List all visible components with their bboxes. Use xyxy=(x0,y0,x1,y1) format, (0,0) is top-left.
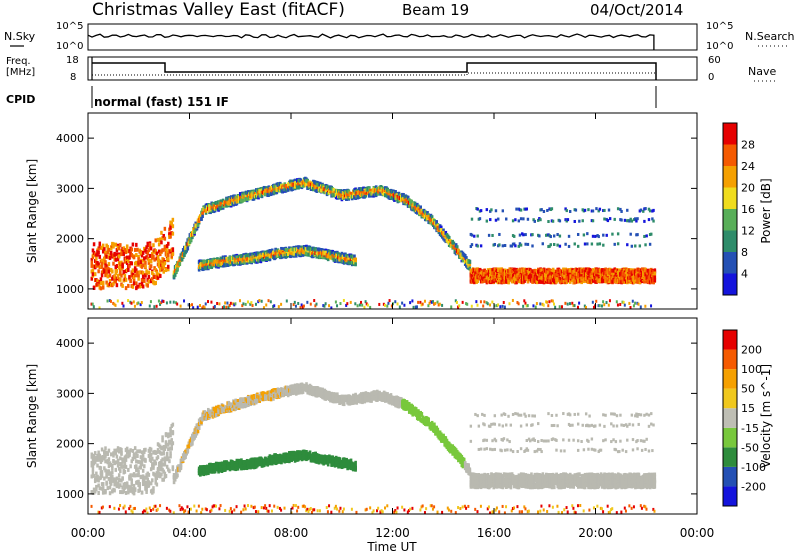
power-colorbar-label: Power [dB] xyxy=(759,178,773,243)
colorbar-tick-label: 4 xyxy=(741,268,748,281)
colorbar-tick-label: 200 xyxy=(741,344,762,357)
colorbar-tick-label: 15 xyxy=(741,402,755,415)
noise-left-tick-top: 10^5 xyxy=(56,21,83,32)
colorbar-tick-label: -50 xyxy=(741,441,759,454)
colorbar-swatch xyxy=(723,209,737,231)
colorbar-swatch xyxy=(723,252,737,274)
noise-right-tick-top: 10^5 xyxy=(706,21,733,32)
colorbar-tick-label: 12 xyxy=(741,225,755,238)
colorbar-tick-label: -15 xyxy=(741,422,759,435)
colorbar-swatch xyxy=(723,273,737,295)
power-y-axis: 1000 2000 3000 4000 xyxy=(56,132,697,296)
freq-tick-top: 18 xyxy=(66,55,79,66)
frequency-panel: Freq. [MHz] 18 8 60 0 Nave xyxy=(6,55,776,83)
colorbar-swatch xyxy=(723,408,737,428)
cpid-mode: normal (fast) 151 IF xyxy=(94,95,229,109)
velocity-panel: 1000 2000 3000 4000 Slant Range [km] 200 100… xyxy=(25,317,773,515)
freq-unit-label: [MHz] xyxy=(6,67,35,78)
y-tick-label: 4000 xyxy=(56,337,84,350)
y-tick-label: 4000 xyxy=(56,132,84,145)
date-label: 04/Oct/2014 xyxy=(590,1,683,19)
power-scatter xyxy=(90,176,657,310)
x-tick-label: 12:00 xyxy=(375,526,410,540)
colorbar-swatch xyxy=(723,187,737,209)
colorbar-swatch xyxy=(723,330,737,350)
colorbar-swatch xyxy=(723,144,737,166)
colorbar-swatch xyxy=(723,447,737,467)
power-colorbar: 4 8 12 16 20 24 28 xyxy=(722,122,755,296)
cpid-label: CPID xyxy=(6,93,35,106)
x-tick-label: 00:00 xyxy=(71,526,106,540)
colorbar-swatch xyxy=(723,427,737,448)
colorbar-tick-label: 8 xyxy=(741,246,748,259)
colorbar-tick-label: 20 xyxy=(741,182,755,195)
colorbar-swatch xyxy=(723,166,737,188)
colorbar-tick-label: 28 xyxy=(741,139,755,152)
noise-left-tick-bottom: 10^0 xyxy=(56,41,83,52)
x-axis-label: Time UT xyxy=(366,540,417,554)
colorbar-tick-label: -100 xyxy=(741,461,766,474)
n-search-label: N.Search xyxy=(745,30,795,43)
y-tick-label: 2000 xyxy=(56,438,84,451)
velocity-y-label: Slant Range [km] xyxy=(25,364,39,468)
freq-tick-bottom: 8 xyxy=(70,72,76,83)
colorbar-swatch xyxy=(723,369,737,389)
velocity-scatter xyxy=(90,382,657,515)
y-tick-label: 3000 xyxy=(56,182,84,195)
x-tick-label: 00:00 xyxy=(680,526,715,540)
colorbar-tick-label: 24 xyxy=(741,160,755,173)
n-sky-label: N.Sky xyxy=(4,30,36,43)
y-tick-label: 1000 xyxy=(56,283,84,296)
y-tick-label: 1000 xyxy=(56,488,84,501)
nave-tick-bottom: 0 xyxy=(708,72,714,83)
nave-label: Nave xyxy=(748,65,776,78)
freq-trace xyxy=(92,62,657,80)
station-title: Christmas Valley East (fitACF) xyxy=(92,0,345,20)
colorbar-swatch xyxy=(723,486,737,506)
nave-trace xyxy=(92,72,656,76)
power-panel: 1000 2000 3000 4000 Slant Range [km] 4 8 12 16… xyxy=(25,112,773,310)
x-tick-label: 08:00 xyxy=(274,526,309,540)
colorbar-tick-label: -200 xyxy=(741,480,766,493)
x-tick-label: 16:00 xyxy=(477,526,512,540)
velocity-colorbar: 200 100 50 15 -15 -50 -100 -200 xyxy=(722,329,766,507)
velocity-y-axis: 1000 2000 3000 4000 xyxy=(56,337,697,501)
nave-tick-top: 60 xyxy=(708,55,721,66)
y-tick-label: 2000 xyxy=(56,233,84,246)
colorbar-swatch xyxy=(723,123,737,145)
noise-trace xyxy=(87,33,655,50)
beam-label: Beam 19 xyxy=(402,1,469,19)
colorbar-tick-label: 16 xyxy=(741,203,755,216)
noise-right-tick-bottom: 10^0 xyxy=(706,41,733,52)
x-tick-label: 04:00 xyxy=(172,526,207,540)
noise-panel: N.Sky 10^5 10^0 10^5 10^0 N.Search xyxy=(4,21,795,52)
time-x-axis: 00:00 04:00 08:00 12:00 16:00 20:00 00:00 xyxy=(71,113,715,540)
freq-label: Freq. xyxy=(6,56,31,67)
x-tick-label: 20:00 xyxy=(578,526,613,540)
colorbar-swatch xyxy=(723,388,737,409)
colorbar-swatch xyxy=(723,466,737,487)
power-y-label: Slant Range [km] xyxy=(25,159,39,263)
colorbar-swatch xyxy=(723,230,737,252)
colorbar-tick-label: 100 xyxy=(741,363,762,376)
y-tick-label: 3000 xyxy=(56,387,84,400)
colorbar-swatch xyxy=(723,349,737,370)
velocity-colorbar-label: Velocity [m s^-1] xyxy=(759,364,773,468)
colorbar-tick-label: 50 xyxy=(741,383,755,396)
